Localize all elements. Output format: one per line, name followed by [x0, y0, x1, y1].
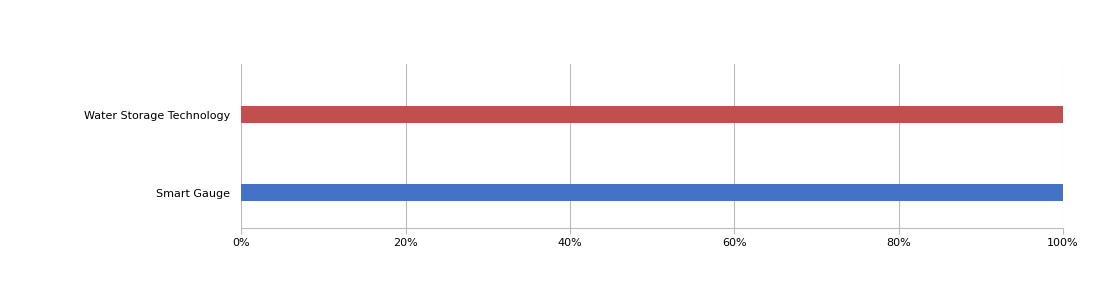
Legend: US, EU, Japan, China, Korea, other: US, EU, Japan, China, Korea, other [584, 0, 917, 4]
Bar [241, 106, 1063, 124]
Bar [241, 184, 1063, 201]
